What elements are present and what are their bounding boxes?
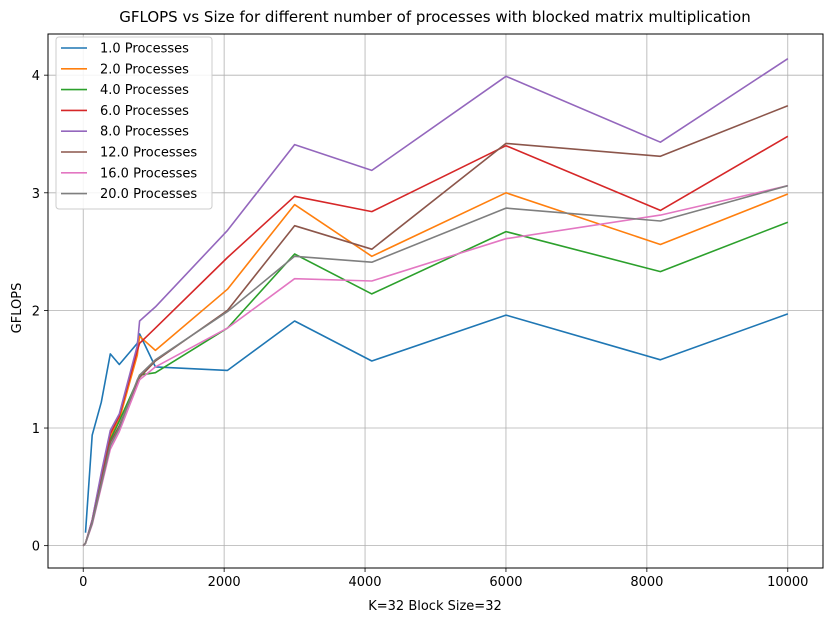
legend-label: 1.0 Processes: [100, 42, 189, 57]
series-line-0: [84, 313, 789, 533]
x-tick-label: 10000: [767, 575, 808, 590]
plot-frame: [47, 33, 824, 569]
series-lines: [82, 58, 789, 547]
x-tick-label: 8000: [630, 575, 663, 590]
axis-ticks: 0 2000 4000 6000 8000 10000 0 1 2 3 4: [32, 69, 809, 590]
chart-title: GFLOPS vs Size for different number of p…: [119, 8, 751, 26]
series-line-4: [82, 58, 789, 547]
y-axis-label: GFLOPS: [10, 283, 25, 334]
legend-label: 2.0 Processes: [100, 62, 189, 77]
legend-label: 4.0 Processes: [100, 83, 189, 98]
legend-label: 8.0 Processes: [100, 125, 189, 140]
y-tick-label: 1: [32, 422, 40, 437]
y-tick-label: 2: [32, 304, 40, 319]
legend-label: 6.0 Processes: [100, 104, 189, 119]
legend-label: 20.0 Processes: [100, 187, 197, 202]
legend-label: 12.0 Processes: [100, 146, 197, 161]
series-line-6: [82, 184, 788, 547]
x-tick-label: 4000: [348, 575, 381, 590]
y-tick-label: 0: [32, 540, 40, 555]
x-axis-label: K=32 Block Size=32: [368, 599, 502, 614]
legend-box: [55, 36, 213, 210]
y-tick-label: 4: [32, 69, 40, 84]
x-tick-label: 0: [79, 575, 87, 590]
legend-label: 16.0 Processes: [100, 166, 197, 181]
y-tick-label: 3: [32, 187, 40, 202]
series-line-7: [82, 184, 789, 547]
x-tick-label: 2000: [208, 575, 241, 590]
x-tick-label: 6000: [489, 575, 522, 590]
legend: 1.0 Processes 2.0 Processes 4.0 Processes 6…: [55, 36, 213, 210]
